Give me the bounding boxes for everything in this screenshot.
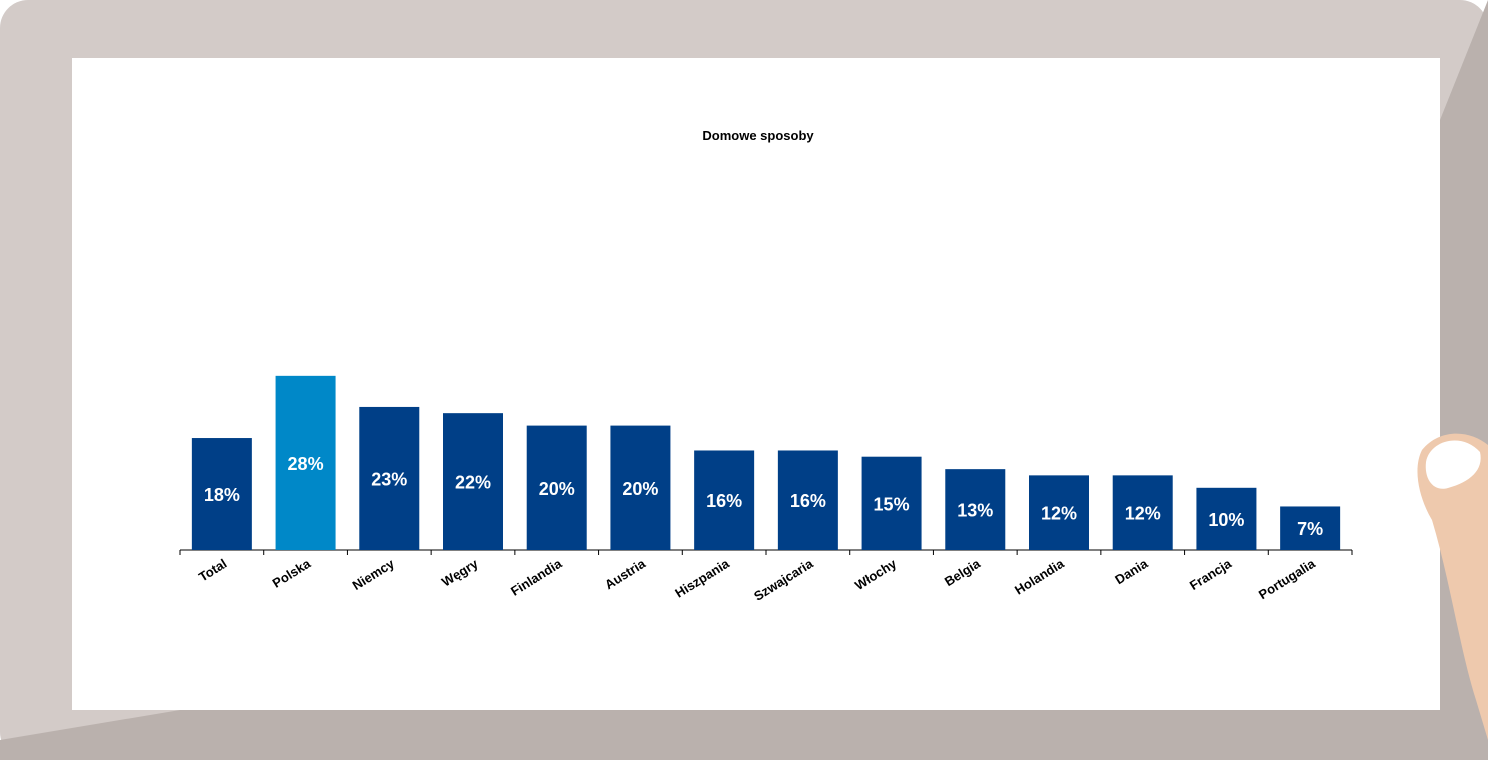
value-label: 15% (874, 494, 910, 514)
value-label: 23% (371, 469, 407, 489)
value-label: 20% (539, 479, 575, 499)
value-label: 28% (288, 454, 324, 474)
bar (359, 406, 420, 550)
bar (945, 469, 1006, 550)
bar (861, 456, 922, 550)
finger (1417, 433, 1488, 740)
value-label: 13% (957, 501, 993, 521)
value-label: 16% (790, 491, 826, 511)
bar (443, 413, 503, 550)
value-label: 7% (1297, 519, 1323, 539)
bar (1196, 487, 1257, 550)
value-label: 10% (1208, 510, 1244, 530)
bar (526, 425, 587, 550)
value-label: 16% (706, 491, 742, 511)
chart-title: Domowe sposoby (702, 128, 814, 143)
bar (1029, 475, 1089, 550)
fingernail (1425, 440, 1481, 489)
value-label: 12% (1125, 504, 1161, 524)
value-label: 20% (622, 479, 658, 499)
bar (777, 450, 838, 550)
value-label: 12% (1041, 504, 1077, 524)
bar (275, 375, 336, 550)
value-label: 22% (455, 473, 491, 493)
bar (1112, 475, 1173, 550)
bar (191, 438, 252, 550)
bar (1280, 506, 1341, 550)
value-label: 18% (204, 485, 240, 505)
bar (694, 450, 755, 550)
bar (610, 425, 671, 550)
